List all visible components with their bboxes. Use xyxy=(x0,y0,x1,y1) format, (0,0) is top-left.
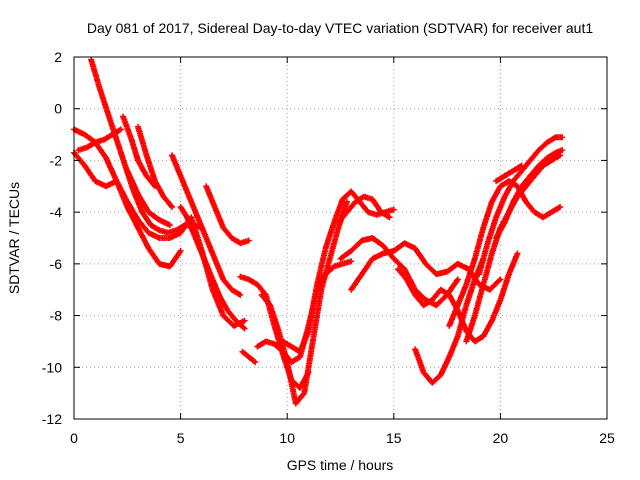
series-markers xyxy=(335,193,393,226)
series-markers xyxy=(75,126,124,154)
series-sat-n xyxy=(258,198,350,407)
y-tick-label: -8 xyxy=(50,308,63,324)
grid xyxy=(74,57,607,419)
series-sat-f xyxy=(124,167,173,229)
series-sat-l xyxy=(239,348,259,366)
series-sat-w xyxy=(476,134,566,278)
series-sat-e xyxy=(120,113,158,190)
series-sat-o xyxy=(279,188,397,355)
x-tick-label: 25 xyxy=(599,430,615,446)
series-sat-d xyxy=(75,126,124,154)
y-tick-label: -4 xyxy=(50,204,63,220)
series-sat-h xyxy=(169,152,244,298)
series-markers xyxy=(135,123,176,210)
y-tick-label: -6 xyxy=(50,256,63,272)
series-markers xyxy=(169,152,244,298)
data-points xyxy=(71,56,566,407)
series-sat-y xyxy=(493,162,525,185)
series-sat-j xyxy=(203,183,252,247)
x-tick-label: 15 xyxy=(386,430,402,446)
x-tick-label: 20 xyxy=(493,430,509,446)
chart-title: Day 081 of 2017, Sidereal Day-to-day VTE… xyxy=(87,20,594,36)
series-markers xyxy=(412,255,487,386)
y-tick-label: -2 xyxy=(50,152,63,168)
series-markers xyxy=(177,204,248,332)
series-markers xyxy=(395,250,521,345)
series-sat-x xyxy=(493,147,566,241)
plot-frame xyxy=(73,56,608,420)
series-markers xyxy=(124,167,173,229)
series-markers xyxy=(203,183,252,247)
series-markers xyxy=(493,147,566,241)
series-markers xyxy=(279,188,397,355)
series-markers xyxy=(239,348,259,366)
series-markers xyxy=(446,178,564,329)
series-sat-g xyxy=(135,123,176,210)
axis-ticks: 0 5 10 15 20 25 -12 -10 -8 -6 -4 -2 0 2 xyxy=(42,49,615,446)
series-markers xyxy=(476,134,566,278)
series-sat-s xyxy=(412,255,487,386)
series-markers xyxy=(258,198,350,407)
series-sat-r xyxy=(335,193,393,226)
x-axis-label: GPS time / hours xyxy=(287,457,394,473)
series-sat-u xyxy=(446,178,564,329)
x-tick-label: 0 xyxy=(70,430,78,446)
x-tick-label: 5 xyxy=(177,430,185,446)
series-sat-t xyxy=(395,250,521,345)
y-tick-label: 0 xyxy=(54,101,62,117)
y-tick-label: -12 xyxy=(42,411,62,427)
series-markers xyxy=(120,113,158,190)
y-tick-label: -10 xyxy=(42,359,62,375)
series-sat-i xyxy=(177,204,248,332)
y-tick-label: 2 xyxy=(54,49,62,65)
y-axis-label: SDTVAR / TECUs xyxy=(6,182,22,294)
x-tick-label: 10 xyxy=(279,430,295,446)
series-markers xyxy=(493,162,525,185)
